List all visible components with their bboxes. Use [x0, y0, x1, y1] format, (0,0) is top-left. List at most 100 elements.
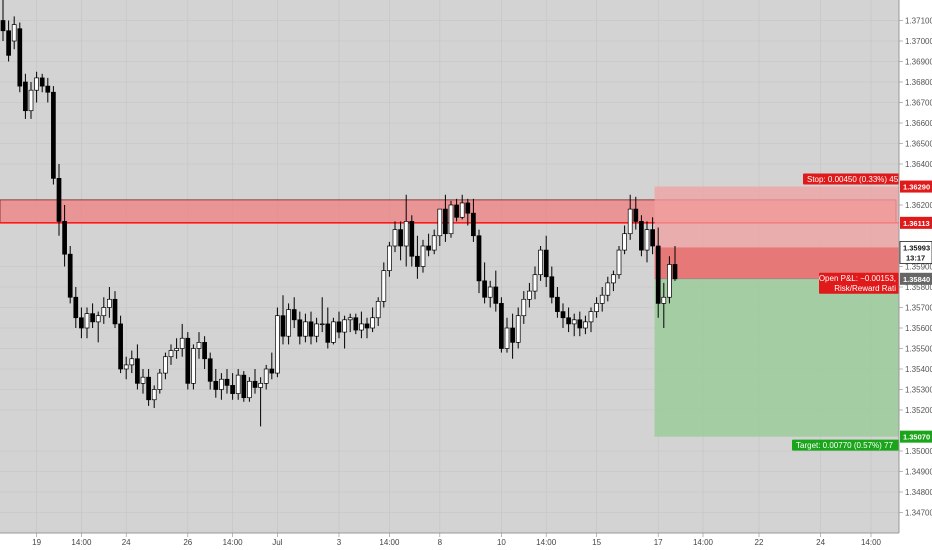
candle-up — [347, 317, 353, 321]
candle-up — [588, 311, 594, 323]
price-label-current: 1.35993 — [903, 243, 930, 252]
candle-up — [571, 319, 577, 325]
candle-down — [639, 221, 644, 251]
candle-up — [28, 89, 34, 112]
candle-down — [426, 245, 431, 251]
candle-down — [202, 342, 207, 360]
candle-down — [566, 317, 571, 325]
candle-up — [437, 208, 443, 237]
y-tick-label: 1.36900 — [905, 58, 932, 67]
candle-up — [168, 350, 174, 358]
candle-up — [275, 315, 280, 374]
x-tick-label: Jul — [272, 538, 282, 547]
candle-down — [672, 264, 678, 280]
candle-up — [594, 303, 599, 312]
price-label-zone-bg — [900, 216, 932, 229]
candle-down — [67, 253, 73, 298]
y-tick-label: 1.35200 — [905, 406, 932, 415]
candle-down — [577, 319, 583, 329]
candle-up — [331, 321, 336, 343]
candle-down — [280, 315, 286, 337]
candle-up — [219, 378, 224, 390]
candle-down — [79, 317, 84, 329]
target-flag — [792, 439, 899, 451]
y-tick-label: 1.35900 — [905, 263, 932, 272]
candle-up — [157, 372, 163, 390]
price-label-zone: 1.36113 — [903, 219, 930, 228]
candle-down — [499, 303, 504, 349]
x-tick-label: 14:00 — [536, 538, 557, 547]
candle-down — [62, 221, 67, 255]
candle-down — [443, 208, 448, 235]
candle-up — [34, 77, 39, 91]
candle-up — [448, 204, 454, 235]
candlesticks — [0, 0, 678, 427]
candle-down — [555, 296, 560, 312]
y-tick-label: 1.34900 — [905, 468, 932, 477]
candle-down — [655, 245, 661, 304]
candle-up — [599, 294, 605, 304]
target-flag-label: Target: 0.00770 (0.57%) 77 — [796, 441, 894, 450]
candle-up — [123, 364, 129, 370]
candle-down — [39, 77, 45, 87]
x-tick-label: 24 — [816, 538, 825, 547]
candle-up — [515, 315, 521, 343]
candle-down — [336, 321, 342, 333]
candle-up — [627, 208, 633, 235]
price-label-current-bg — [899, 241, 932, 264]
candle-up — [527, 290, 532, 300]
candle-up — [174, 348, 179, 351]
candle-down — [353, 317, 359, 331]
x-tick-label: 10 — [497, 538, 506, 547]
pnl-flag — [819, 272, 899, 294]
short-position-tool[interactable] — [654, 186, 899, 437]
candle-down — [454, 204, 459, 218]
x-tick-label: 14:00 — [693, 538, 714, 547]
price-label-stop-bg — [900, 180, 932, 193]
candle-down — [56, 178, 62, 222]
y-tick-label: 1.36400 — [905, 160, 932, 169]
y-tick-label: 1.36200 — [905, 201, 932, 210]
candle-down — [471, 212, 476, 237]
x-tick-label: 8 — [438, 538, 443, 547]
candle-up — [107, 298, 112, 308]
candle-down — [185, 337, 191, 384]
candle-down — [252, 380, 258, 388]
candle-up — [235, 374, 241, 394]
candle-up — [129, 358, 135, 366]
x-tick-label: 26 — [183, 538, 192, 547]
candle-down — [476, 235, 482, 282]
y-tick-label: 1.35500 — [905, 345, 932, 354]
price-axis-ticks: 1.37100 1.37000 1.36900 1.36800 1.36700 1.366… — [899, 17, 932, 518]
candle-down — [465, 202, 471, 214]
y-tick-label: 1.36500 — [905, 140, 932, 149]
candle-up — [387, 245, 392, 271]
candle-up — [140, 376, 146, 384]
time-axis-panel[interactable] — [0, 533, 899, 550]
stop-flag-label: Stop: 0.00450 (0.33%) 45 — [807, 175, 899, 184]
candle-down — [73, 296, 79, 319]
pnl-flag-label: Open P&L: −0.00153, — [819, 274, 896, 283]
candle-down — [364, 323, 370, 329]
candle-up — [381, 270, 387, 302]
time-axis-ticks: 19 14:00 24 26 14:00 Jul 3 14:00 8 10 14:00 15 17 14:… — [32, 533, 882, 547]
y-tick-label: 1.35400 — [905, 365, 932, 374]
candle-up — [286, 309, 291, 337]
candle-up — [532, 274, 538, 292]
price-label-entry-bg — [900, 272, 932, 285]
y-tick-label: 1.35300 — [905, 386, 932, 395]
y-tick-label: 1.37100 — [905, 17, 932, 26]
candle-down — [297, 319, 303, 337]
candle-down — [415, 255, 420, 267]
candle-up — [196, 342, 202, 349]
candle-down — [409, 221, 415, 257]
candle-down — [135, 358, 140, 384]
x-tick-label: 24 — [122, 538, 131, 547]
x-tick-label: 14:00 — [861, 538, 882, 547]
target-area — [654, 278, 899, 437]
candle-down — [308, 321, 314, 337]
candle-down — [230, 385, 235, 394]
candle-down — [543, 249, 549, 278]
